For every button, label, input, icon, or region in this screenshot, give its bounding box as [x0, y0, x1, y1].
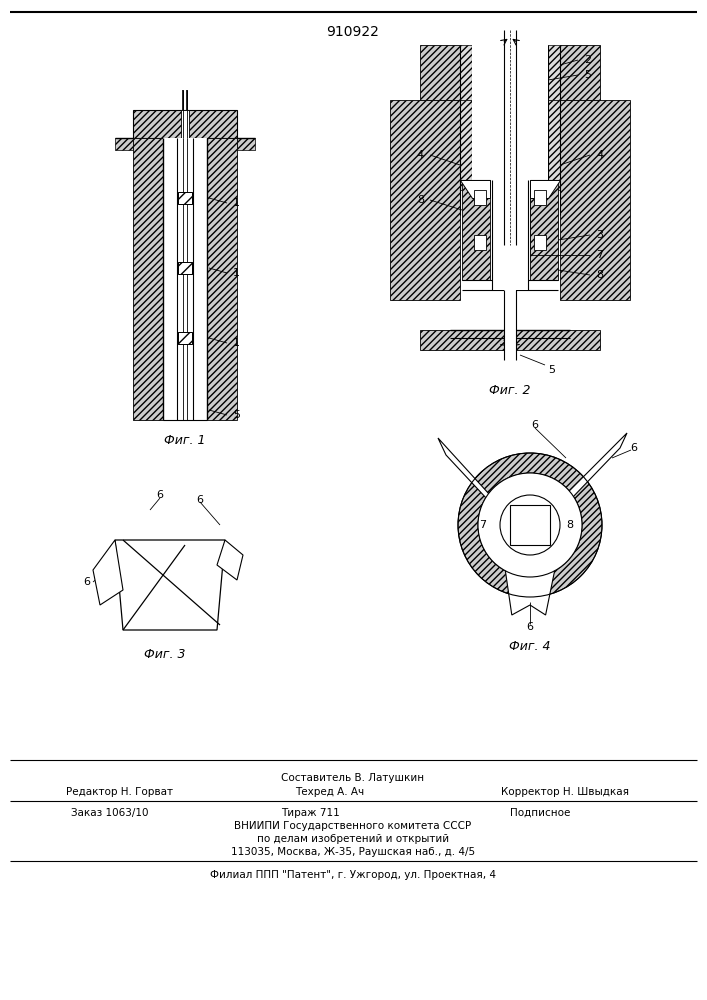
Polygon shape — [93, 540, 123, 605]
Bar — [534, 235, 546, 250]
Text: Филиал ППП "Патент", г. Ужгород, ул. Проектная, 4: Филиал ППП "Патент", г. Ужгород, ул. Про… — [210, 870, 496, 880]
Bar — [510, 505, 550, 545]
Text: по делам изобретений и открытий: по делам изобретений и открытий — [257, 834, 449, 844]
Bar — [548, 45, 560, 100]
Bar — [178, 262, 192, 274]
Bar — [530, 180, 558, 280]
Bar — [115, 138, 133, 150]
Text: 8: 8 — [596, 270, 603, 280]
Bar — [178, 332, 192, 344]
Text: Редактор Н. Горват: Редактор Н. Горват — [66, 787, 173, 797]
Text: 3: 3 — [596, 230, 603, 240]
Text: Корректор Н. Швыдкая: Корректор Н. Швыдкая — [501, 787, 629, 797]
Bar — [490, 100, 530, 265]
Bar — [504, 290, 516, 360]
Polygon shape — [438, 438, 504, 517]
Text: 6: 6 — [527, 622, 534, 632]
Text: 6: 6 — [631, 443, 638, 453]
Bar — [472, 100, 548, 190]
Text: 7: 7 — [596, 250, 603, 260]
Text: Тираж 711: Тираж 711 — [281, 808, 339, 818]
Bar — [474, 235, 486, 250]
Bar — [133, 138, 163, 420]
Bar — [548, 100, 560, 190]
Text: 2: 2 — [584, 55, 591, 65]
Text: 8: 8 — [417, 195, 424, 205]
Bar — [178, 192, 192, 204]
Text: 4: 4 — [417, 150, 424, 160]
Polygon shape — [556, 433, 627, 515]
Text: 1: 1 — [233, 268, 240, 278]
Text: 6: 6 — [197, 495, 204, 505]
Bar — [163, 138, 207, 420]
Bar — [207, 138, 237, 420]
Circle shape — [500, 495, 560, 555]
Text: 5: 5 — [548, 365, 555, 375]
Text: 4: 4 — [596, 150, 603, 160]
Text: 8: 8 — [566, 520, 573, 530]
Bar — [560, 45, 600, 100]
Text: Составитель В. Латушкин: Составитель В. Латушкин — [281, 773, 425, 783]
Text: 1: 1 — [233, 198, 240, 208]
Wedge shape — [458, 453, 602, 597]
Text: Фиг. 2: Фиг. 2 — [489, 383, 531, 396]
Text: 113035, Москва, Ж-35, Раушская наб., д. 4/5: 113035, Москва, Ж-35, Раушская наб., д. … — [231, 847, 475, 857]
Bar — [560, 100, 630, 300]
Text: Фиг. 4: Фиг. 4 — [509, 641, 551, 654]
Bar — [178, 332, 192, 344]
Bar — [178, 262, 192, 274]
Bar — [133, 110, 237, 138]
Text: ВНИИПИ Государственного комитета СССР: ВНИИПИ Государственного комитета СССР — [235, 821, 472, 831]
Text: 6: 6 — [83, 577, 90, 587]
Circle shape — [478, 473, 582, 577]
Text: 6: 6 — [156, 490, 163, 500]
Bar — [460, 45, 472, 100]
Text: 5: 5 — [233, 410, 240, 420]
Polygon shape — [530, 180, 560, 198]
Polygon shape — [115, 540, 225, 630]
Bar — [472, 45, 548, 100]
Text: 1: 1 — [233, 338, 240, 348]
Bar — [181, 110, 189, 138]
Text: 7: 7 — [479, 520, 486, 530]
Bar — [462, 180, 490, 280]
Text: 6: 6 — [532, 420, 539, 430]
Bar — [492, 180, 528, 290]
Text: 910922: 910922 — [327, 25, 380, 39]
Bar — [474, 190, 486, 205]
Polygon shape — [460, 180, 490, 198]
Text: Заказ 1063/10: Заказ 1063/10 — [71, 808, 148, 818]
Bar — [178, 192, 192, 204]
Text: Техред А. Ач: Техред А. Ач — [296, 787, 365, 797]
Bar — [460, 100, 472, 190]
Polygon shape — [217, 540, 243, 580]
Text: 5: 5 — [584, 70, 591, 80]
Bar — [420, 330, 600, 350]
Bar — [534, 190, 546, 205]
Polygon shape — [504, 561, 556, 615]
Text: Фиг. 1: Фиг. 1 — [164, 434, 206, 446]
Text: Фиг. 3: Фиг. 3 — [144, 648, 186, 662]
Bar — [237, 138, 255, 150]
Bar — [420, 45, 460, 100]
Bar — [390, 100, 460, 300]
Text: Подписное: Подписное — [510, 808, 570, 818]
